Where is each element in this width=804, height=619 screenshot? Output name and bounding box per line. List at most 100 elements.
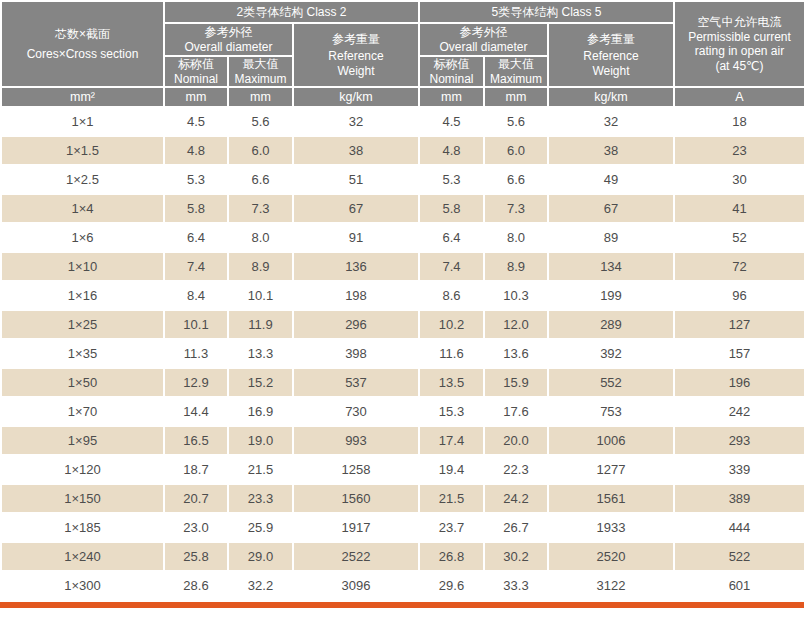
catalog-table-page: 芯数×截面 Cores×Cross section 2类导体结构 Class 2… (0, 0, 804, 619)
header-current-en-line2: rating in open air (675, 44, 804, 59)
cell-class2-weight: 730 (293, 397, 419, 426)
cell-current-rating: 389 (674, 484, 804, 513)
accent-bar (0, 602, 804, 608)
cell-class5-nominal: 13.5 (419, 368, 484, 397)
cell-size: 1×1 (1, 107, 164, 136)
cell-class5-weight: 1277 (548, 455, 674, 484)
header-nominal-en: Nominal (420, 72, 483, 87)
cell-class5-weight: 3122 (548, 571, 674, 600)
table-row: 1×12018.721.5125819.422.31277339 (1, 455, 804, 484)
cell-size: 1×1.5 (1, 136, 164, 165)
header-diameter-en: Overall diameter (165, 40, 292, 55)
cell-size: 1×16 (1, 281, 164, 310)
cell-class2-weight: 3096 (293, 571, 419, 600)
cell-class2-maximum: 21.5 (228, 455, 293, 484)
cell-class5-maximum: 6.0 (484, 136, 548, 165)
cell-class2-nominal: 5.8 (164, 194, 228, 223)
unit-class5-nominal: mm (419, 87, 484, 107)
cell-class5-nominal: 11.6 (419, 339, 484, 368)
cell-size: 1×50 (1, 368, 164, 397)
cell-class5-maximum: 12.0 (484, 310, 548, 339)
unit-class2-maximum: mm (228, 87, 293, 107)
cell-current-rating: 339 (674, 455, 804, 484)
header-class5-reference-weight: 参考重量 Reference Weight (548, 23, 674, 87)
header-class2-nominal: 标称值 Nominal (164, 56, 228, 87)
header-nominal-zh: 标称值 (420, 57, 483, 72)
header-nominal-en: Nominal (165, 72, 227, 87)
cell-class2-maximum: 19.0 (228, 426, 293, 455)
unit-class5-maximum: mm (484, 87, 548, 107)
cell-class2-weight: 1258 (293, 455, 419, 484)
cell-class5-nominal: 4.5 (419, 107, 484, 136)
header-current-en-line1: Permissible current (675, 30, 804, 45)
table-row: 1×168.410.11988.610.319996 (1, 281, 804, 310)
table-row: 1×3511.313.339811.613.6392157 (1, 339, 804, 368)
cell-class5-weight: 134 (548, 252, 674, 281)
cable-spec-table: 芯数×截面 Cores×Cross section 2类导体结构 Class 2… (0, 0, 804, 601)
cell-class2-weight: 1917 (293, 513, 419, 542)
header-class5-nominal: 标称值 Nominal (419, 56, 484, 87)
cell-size: 1×95 (1, 426, 164, 455)
table-row: 1×7014.416.973015.317.6753242 (1, 397, 804, 426)
cell-class2-maximum: 25.9 (228, 513, 293, 542)
cell-class5-maximum: 10.3 (484, 281, 548, 310)
cell-size: 1×150 (1, 484, 164, 513)
table-row: 1×2.55.36.6515.36.64930 (1, 165, 804, 194)
header-weight-zh: 参考重量 (549, 32, 673, 47)
cell-class2-nominal: 6.4 (164, 223, 228, 252)
unit-cross-section: mm² (1, 87, 164, 107)
table-row: 1×107.48.91367.48.913472 (1, 252, 804, 281)
header-class5-maximum: 最大值 Maximum (484, 56, 548, 87)
cell-class2-nominal: 20.7 (164, 484, 228, 513)
cell-class2-nominal: 25.8 (164, 542, 228, 571)
cell-class5-weight: 199 (548, 281, 674, 310)
header-current-en-line3: (at 45℃) (675, 59, 804, 74)
cell-size: 1×10 (1, 252, 164, 281)
cell-current-rating: 444 (674, 513, 804, 542)
cell-class2-nominal: 28.6 (164, 571, 228, 600)
cell-class2-nominal: 16.5 (164, 426, 228, 455)
cell-current-rating: 242 (674, 397, 804, 426)
cell-class2-maximum: 10.1 (228, 281, 293, 310)
cell-class2-maximum: 23.3 (228, 484, 293, 513)
cell-class5-nominal: 7.4 (419, 252, 484, 281)
cell-class2-nominal: 4.5 (164, 107, 228, 136)
cell-class2-maximum: 16.9 (228, 397, 293, 426)
cell-class5-maximum: 17.6 (484, 397, 548, 426)
cell-class2-maximum: 11.9 (228, 310, 293, 339)
cell-size: 1×120 (1, 455, 164, 484)
cell-class2-maximum: 8.0 (228, 223, 293, 252)
cell-class2-maximum: 6.0 (228, 136, 293, 165)
cell-class2-nominal: 23.0 (164, 513, 228, 542)
cell-class2-maximum: 8.9 (228, 252, 293, 281)
cell-size: 1×240 (1, 542, 164, 571)
header-diameter-zh: 参考外径 (420, 25, 547, 40)
cell-class5-nominal: 17.4 (419, 426, 484, 455)
header-diameter-zh: 参考外径 (165, 25, 292, 40)
cell-class5-maximum: 13.6 (484, 339, 548, 368)
table-row: 1×30028.632.2309629.633.33122601 (1, 571, 804, 600)
table-row: 1×45.87.3675.87.36741 (1, 194, 804, 223)
cell-size: 1×70 (1, 397, 164, 426)
cell-current-rating: 18 (674, 107, 804, 136)
cell-class2-nominal: 4.8 (164, 136, 228, 165)
cell-class2-maximum: 15.2 (228, 368, 293, 397)
header-class2-group: 2类导体结构 Class 2 (164, 1, 419, 23)
unit-current: A (674, 87, 804, 107)
header-current-zh: 空气中允许电流 (675, 15, 804, 30)
cell-class2-weight: 38 (293, 136, 419, 165)
cell-class2-maximum: 5.6 (228, 107, 293, 136)
cell-class2-maximum: 7.3 (228, 194, 293, 223)
cell-class5-nominal: 29.6 (419, 571, 484, 600)
cell-size: 1×2.5 (1, 165, 164, 194)
cell-class5-maximum: 8.0 (484, 223, 548, 252)
table-row: 1×24025.829.0252226.830.22520522 (1, 542, 804, 571)
cell-class2-maximum: 29.0 (228, 542, 293, 571)
table-row: 1×14.55.6324.55.63218 (1, 107, 804, 136)
cell-current-rating: 601 (674, 571, 804, 600)
header-maximum-en: Maximum (229, 72, 292, 87)
cell-class2-weight: 993 (293, 426, 419, 455)
header-weight-en-line1: Reference (294, 49, 418, 64)
cell-current-rating: 196 (674, 368, 804, 397)
table-row: 1×9516.519.099317.420.01006293 (1, 426, 804, 455)
